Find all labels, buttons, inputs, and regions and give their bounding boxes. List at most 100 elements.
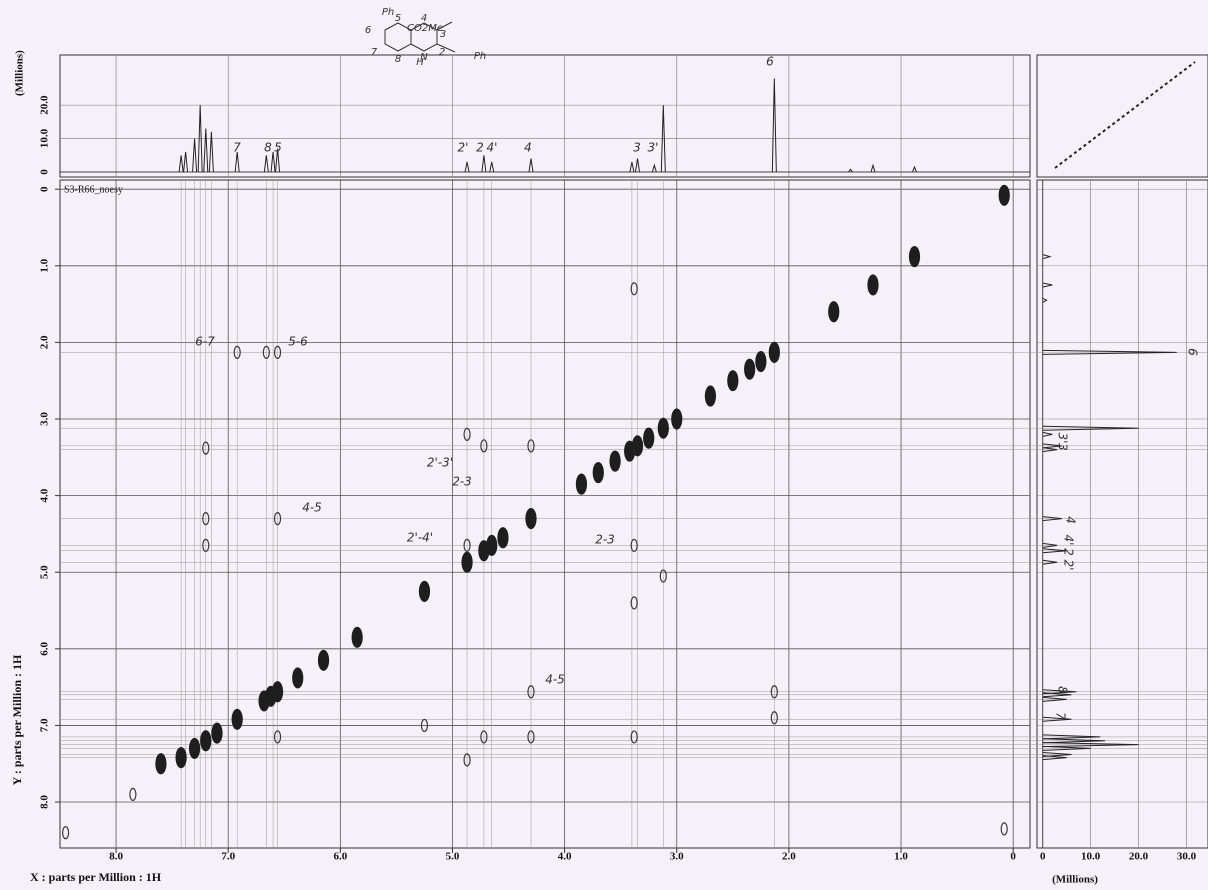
peak-label: 5 — [274, 141, 282, 155]
peak-label: 6 — [1186, 348, 1200, 356]
cross-peak — [1000, 822, 1008, 836]
spectrum-peak — [1042, 689, 1077, 695]
diagonal-peak — [657, 417, 669, 439]
cross-peak — [420, 718, 429, 733]
spectrum-peak — [1042, 349, 1177, 355]
peak-label: 7 — [1054, 712, 1068, 720]
cross-peak — [273, 345, 282, 359]
peak-label: 2' — [458, 141, 469, 155]
x-tick-label: 6.0 — [333, 851, 347, 863]
spectrum-peak — [1042, 282, 1053, 288]
spectrum-peak — [1042, 254, 1052, 260]
spectrum-peak — [1042, 516, 1062, 522]
y-axis-label: Y : parts per Million : 1H — [10, 654, 24, 785]
spectrum-peak — [489, 161, 495, 173]
spectrum-peak — [912, 165, 917, 173]
spectrum-peak — [183, 151, 189, 173]
cross-peak — [463, 427, 471, 441]
diagonal-peak — [211, 722, 223, 744]
diagonal-peak — [744, 358, 756, 380]
x-tick-label: 7.0 — [221, 851, 235, 863]
spectrum-peak — [1042, 752, 1072, 758]
cross-peak — [202, 441, 210, 455]
annotation: 4-5 — [545, 673, 565, 687]
peak-label: 2 — [1062, 548, 1076, 556]
main-plot-frame — [59, 179, 1031, 849]
spectrum-peak — [1042, 447, 1058, 453]
diagonal-peak — [351, 626, 363, 648]
cross-peak — [480, 730, 488, 744]
structure-label: 5 — [395, 13, 401, 24]
bond — [436, 43, 456, 53]
y-tick-label: 4.0 — [39, 488, 51, 502]
x-tick-label: 8.0 — [109, 851, 123, 863]
structure-label: 3 — [440, 29, 446, 40]
overview-frame — [1036, 54, 1208, 178]
cross-peak — [527, 730, 535, 744]
diagonal-peak — [175, 747, 187, 769]
cross-peak — [129, 787, 137, 801]
spectrum-peak — [1042, 431, 1053, 437]
spectrum-peak — [1042, 297, 1048, 303]
x-axis-label: X : parts per Million : 1H — [30, 870, 162, 884]
peak-label: 8 — [264, 141, 272, 155]
cross-peak — [630, 538, 638, 553]
right-x-tick-label: 20.0 — [1129, 851, 1149, 863]
peak-label: 2 — [476, 141, 484, 155]
right-projection-frame — [1036, 179, 1208, 849]
x-tick-label: 4.0 — [558, 851, 572, 863]
spectrum-peak — [1042, 716, 1072, 722]
top-y-tick-label: 10.0 — [39, 128, 51, 148]
diagonal-peak — [671, 408, 683, 430]
right-x-tick-label: 10.0 — [1081, 851, 1101, 863]
cross-peak — [630, 282, 638, 296]
x-tick-label: 1.0 — [894, 851, 908, 863]
cross-peak — [527, 685, 535, 699]
spectrum-peak — [1042, 542, 1058, 548]
cross-peak — [202, 511, 210, 526]
structure-label: CO2Me — [407, 23, 443, 34]
peak-label: 6 — [766, 55, 774, 69]
structure-label: N — [420, 52, 428, 63]
diagonal-peak — [155, 753, 167, 775]
bond — [436, 21, 453, 31]
diagonal-peak — [478, 540, 490, 562]
peak-label: 3 — [1056, 443, 1070, 451]
y-tick-label: 3.0 — [39, 412, 51, 426]
overview-diagonal — [1054, 61, 1196, 169]
structure-label: Ph — [474, 51, 486, 62]
spectrum-peak — [1042, 548, 1067, 554]
spectrum-peak — [464, 161, 470, 173]
spectrum-peak — [1042, 559, 1058, 565]
diagonal-peak — [525, 507, 537, 530]
spectrum-peak — [192, 138, 198, 173]
spectrum-peak — [1042, 745, 1091, 751]
diagonal-peak — [200, 730, 212, 752]
spectrum-peak — [771, 78, 777, 172]
cross-peak — [273, 511, 282, 526]
spectrum-peak — [197, 105, 203, 173]
diagonal-peak — [727, 370, 739, 392]
peak-label: 2' — [1062, 560, 1076, 571]
y-tick-label: 8.0 — [39, 795, 51, 809]
diagonal-peak — [461, 551, 473, 573]
peak-label: 4 — [1064, 516, 1078, 524]
peak-label: 4' — [1062, 535, 1076, 546]
peak-label: 3' — [1056, 433, 1070, 444]
y-tick-label: 2.0 — [39, 335, 51, 349]
hetero-ring — [410, 22, 438, 52]
cross-peak — [62, 826, 70, 840]
x-tick-label: 3.0 — [670, 851, 684, 863]
annotation: 6-7 — [195, 335, 215, 349]
structure-drawing — [384, 21, 456, 53]
cross-peak — [262, 345, 270, 359]
spectrum-peak — [203, 128, 209, 173]
spectrum-peak — [528, 158, 534, 173]
x-tick-label: 5.0 — [446, 851, 460, 863]
right-x-label: (Millions) — [1052, 874, 1098, 886]
spectrum-peak — [275, 148, 281, 173]
spectrum-peak — [1042, 443, 1062, 449]
cross-peak — [202, 538, 210, 553]
cross-peak — [659, 569, 667, 583]
diagonal-peak — [867, 274, 879, 296]
